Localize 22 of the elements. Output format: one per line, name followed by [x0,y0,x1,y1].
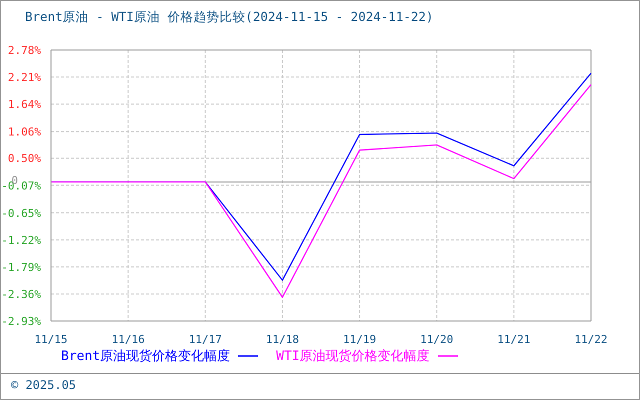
x-tick-label: 11/17 [188,332,222,346]
y-tick-label: 1.06% [8,126,42,139]
x-tick-label: 11/21 [497,332,530,346]
legend-label: WTI原油现货价格变化幅度 [276,348,431,365]
x-tick-label: 11/18 [266,332,299,346]
y-tick-label: -1.22% [1,234,42,247]
y-tick-label: -0.65% [1,206,42,220]
y-tick-label: 1.64% [8,98,42,112]
x-tick-label: 11/16 [112,332,145,346]
x-tick-label: 11/15 [34,332,68,346]
legend-label: Brent原油现货价格变化幅度 [61,348,232,365]
x-tick-label: 11/19 [343,332,376,346]
y-tick-label: 2.78% [8,44,42,57]
x-tick-label: 11/22 [574,332,608,346]
chart-title: Brent原油 - WTI原油 价格趋势比较(2024-11-15 - 2024-11-22) [25,9,434,26]
y-tick-label: -2.36% [1,288,42,301]
y-tick-label: -2.93% [1,315,42,328]
y-tick-label: -1.79% [1,260,42,274]
y-tick-label: 2.21% [8,71,42,84]
text: © 2025.05 [11,378,76,392]
x-tick-label: 11/20 [420,332,454,346]
y-tick-label: 0.50% [8,152,42,166]
